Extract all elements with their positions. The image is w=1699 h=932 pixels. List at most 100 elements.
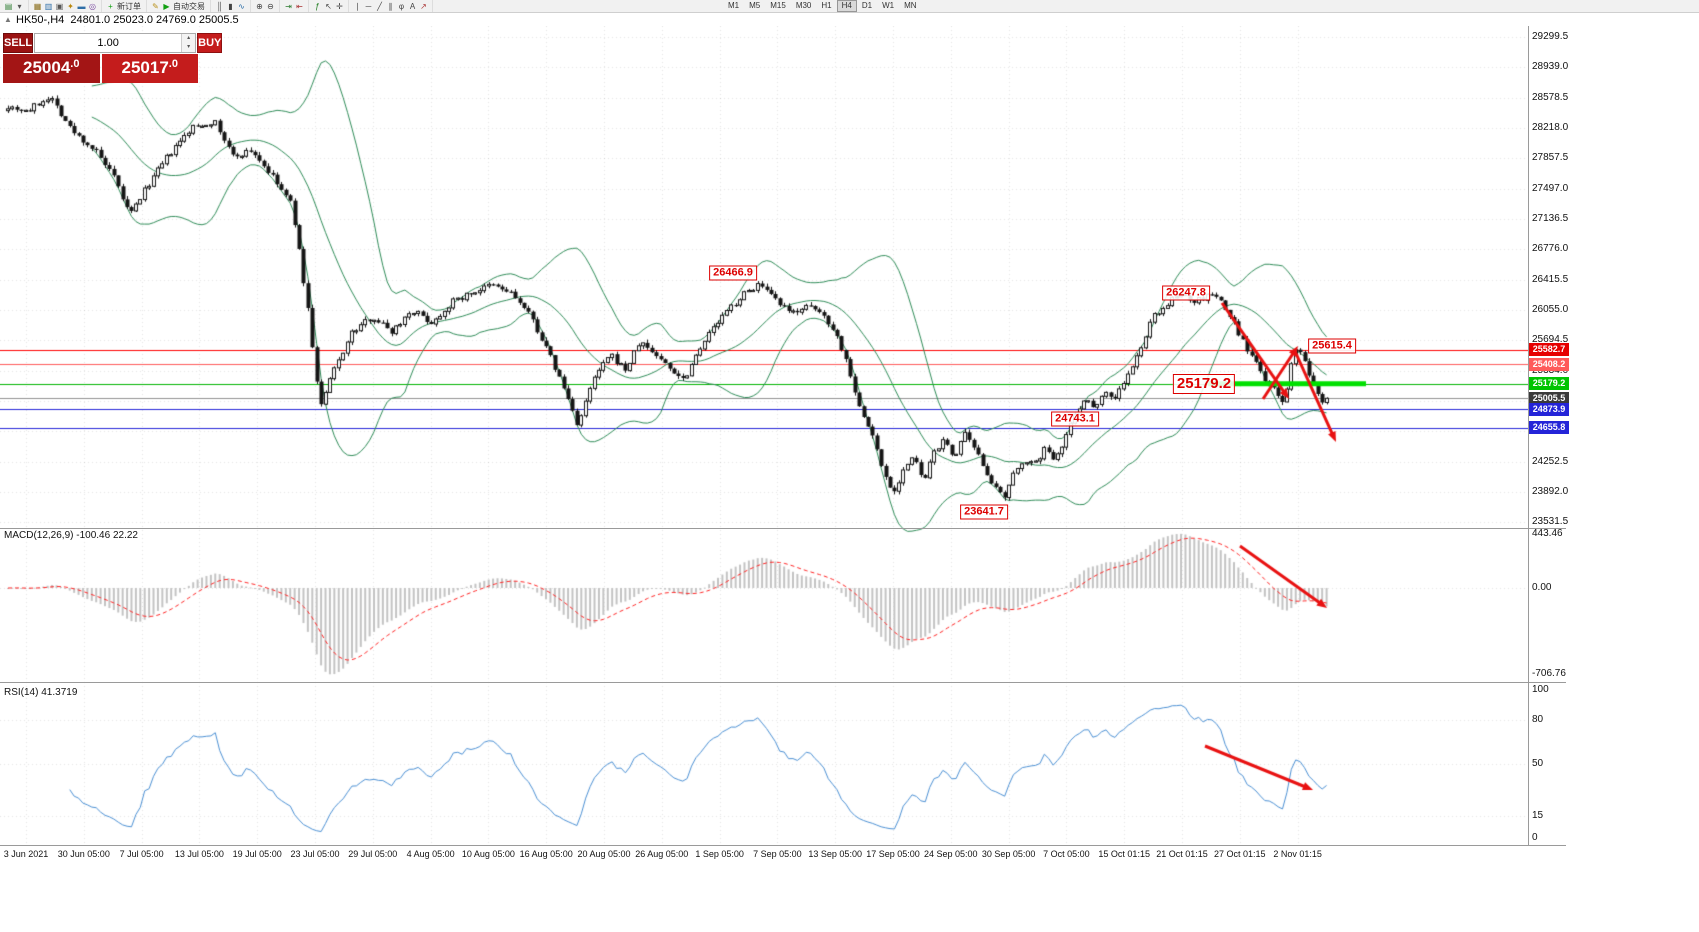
price-annotation[interactable]: 25179.2	[1172, 374, 1236, 394]
text-icon[interactable]: A	[409, 1, 416, 11]
toolbar-group: ▦ ▥ ▣ ✦ ▬ ◎	[29, 0, 102, 12]
new-chart-icon[interactable]: ▤	[4, 1, 13, 11]
price-annotation[interactable]: 25615.4	[1308, 338, 1356, 354]
horizontal-line-icon[interactable]: ─	[365, 1, 372, 11]
price-axis-label: 27136.5	[1532, 213, 1569, 224]
price-axis-label: 26055.0	[1532, 304, 1569, 315]
buy-price-main: 25017	[121, 58, 169, 77]
toolbar-group: ⊕ ⊖	[251, 0, 280, 12]
navigator-icon[interactable]: ✦	[67, 1, 74, 11]
timeframe-h4[interactable]: H4	[836, 0, 857, 12]
timeframe-d1[interactable]: D1	[861, 1, 873, 10]
time-axis-label: 10 Aug 05:00	[461, 849, 515, 859]
zoom-in-icon[interactable]: ⊕	[256, 1, 263, 11]
market-watch-icon[interactable]: ▥	[44, 1, 53, 11]
time-axis-label: 19 Jul 05:00	[232, 849, 282, 859]
price-badge: 25408.2	[1529, 357, 1569, 371]
arrow-tool-icon[interactable]: ↗	[420, 1, 427, 11]
vertical-line-icon[interactable]: ∣	[355, 1, 360, 11]
timeframe-m1[interactable]: M1	[728, 1, 740, 10]
price-badge: 25005.5	[1529, 391, 1569, 405]
volume-up-button[interactable]: ▴	[182, 34, 196, 43]
rsi-axis-label: 80	[1532, 713, 1544, 725]
timeframe-mn[interactable]: MN	[904, 1, 917, 10]
strategy-tester-icon[interactable]: ◎	[89, 1, 96, 11]
time-axis-label: 23 Jul 05:00	[290, 849, 340, 859]
time-axis-label: 7 Jul 05:00	[119, 849, 164, 859]
price-axis-label: 25334.0	[1532, 364, 1569, 376]
autotrading-label[interactable]: 自动交易	[173, 1, 205, 11]
timeframe-w1[interactable]: W1	[882, 1, 895, 10]
macd-panel-separator[interactable]	[0, 528, 1566, 529]
price-annotation[interactable]: 26466.9	[709, 265, 757, 281]
autotrading-icon[interactable]: ▶	[163, 1, 170, 11]
bar-chart-icon[interactable]: ║	[216, 1, 223, 11]
macd-axis-label: 0.00	[1532, 582, 1552, 593]
buy-price-display[interactable]: 25017 .0	[101, 54, 198, 83]
macd-axis-label: -706.76	[1532, 668, 1566, 680]
sell-price-display[interactable]: 25004 .0	[3, 54, 100, 83]
toolbar-group: + 新订单	[102, 0, 147, 12]
profiles-icon[interactable]: ▦	[33, 1, 42, 11]
time-axis-label: 3 Jun 2021	[3, 849, 49, 859]
macd-label: MACD(12,26,9) -100.46 22.22	[4, 530, 138, 541]
price-annotation[interactable]: 24743.1	[1051, 411, 1099, 427]
timeframe-m5[interactable]: M5	[749, 1, 761, 10]
time-axis-label: 21 Oct 01:15	[1156, 849, 1208, 859]
indicators-icon[interactable]: ƒ	[315, 1, 320, 11]
candlestick-icon[interactable]: ▮	[228, 1, 233, 11]
volume-input[interactable]	[35, 34, 182, 52]
zoom-out-icon[interactable]: ⊖	[267, 1, 274, 11]
trendline-icon[interactable]: ╱	[377, 1, 382, 11]
rsi-panel-separator[interactable]	[0, 682, 1566, 683]
metaeditor-icon[interactable]: ✎	[152, 1, 159, 11]
toolbar-group: ∣ ─ ╱ ∥ φ A ↗	[349, 0, 433, 12]
sell-price-main: 25004	[23, 58, 71, 77]
chart-logo-icon: ▲	[4, 15, 12, 24]
line-chart-icon[interactable]: ∿	[238, 1, 245, 11]
cursor-icon[interactable]: ↖	[325, 1, 332, 11]
time-axis-label: 15 Oct 01:15	[1098, 849, 1150, 859]
timeframe-m15[interactable]: M15	[770, 1, 786, 10]
channel-icon[interactable]: ∥	[388, 1, 393, 11]
chart-shift-icon[interactable]: ⇤	[296, 1, 303, 11]
time-axis-label: 20 Aug 05:00	[577, 849, 631, 859]
price-annotation[interactable]: 23641.7	[960, 504, 1008, 520]
price-axis-label: 29299.5	[1532, 31, 1569, 42]
volume-box: ▴ ▾	[34, 33, 197, 53]
toolbar-group: ▤ ▾	[0, 0, 29, 12]
auto-scroll-icon[interactable]: ⇥	[285, 1, 292, 11]
price-badge: 24655.8	[1529, 421, 1569, 435]
crosshair-icon[interactable]: ✛	[336, 1, 343, 11]
rsi-axis-label: 50	[1532, 758, 1544, 769]
data-window-icon[interactable]: ▣	[55, 1, 64, 11]
volume-stepper: ▴ ▾	[181, 34, 196, 52]
rsi-axis-label: 0	[1532, 832, 1538, 843]
timeframe-toolbar: M1 M5 M15 M30 H1 H4 D1 W1 MN	[723, 0, 922, 12]
price-annotation[interactable]: 26247.8	[1162, 285, 1210, 301]
price-axis-label: 27497.0	[1532, 182, 1569, 194]
buy-button[interactable]: BUY	[197, 33, 223, 53]
volume-down-button[interactable]: ▾	[182, 43, 196, 52]
fibonacci-icon[interactable]: φ	[398, 1, 405, 11]
new-order-label[interactable]: 新订单	[117, 1, 141, 11]
rsi-axis-label: 15	[1532, 809, 1544, 821]
price-axis-separator	[1528, 26, 1529, 845]
terminal-icon[interactable]: ▬	[77, 1, 86, 11]
chart-canvas[interactable]	[0, 26, 1528, 845]
chart-list-icon[interactable]: ▾	[17, 1, 22, 11]
timeframe-m30[interactable]: M30	[795, 1, 812, 10]
sell-button[interactable]: SELL	[3, 33, 34, 53]
time-axis-label: 1 Sep 05:00	[695, 849, 744, 859]
top-toolbar: ▤ ▾ ▦ ▥ ▣ ✦ ▬ ◎ + 新订单 ✎ ▶ 自动交易 ║ ▮ ∿ ⊕ ⊖ ⇥ ⇤ ƒ ↖ ✛ ∣ ─ ╱ ∥ φ A ↗ M1 M5…	[0, 0, 1699, 13]
price-axis-label: 24973.5	[1532, 395, 1569, 406]
price-axis-label: 26415.5	[1532, 273, 1569, 285]
new-order-icon[interactable]: +	[108, 1, 113, 11]
toolbar-icon-groups: ▤ ▾ ▦ ▥ ▣ ✦ ▬ ◎ + 新订单 ✎ ▶ 自动交易 ║ ▮ ∿ ⊕ ⊖ ⇥ ⇤ ƒ ↖ ✛ ∣ ─ ╱ ∥ φ A ↗	[0, 0, 433, 12]
timeframe-h1[interactable]: H1	[821, 1, 832, 10]
price-badge: 25582.7	[1529, 343, 1569, 357]
one-click-trading-panel: SELL ▴ ▾ BUY 25004 .0 25017 .0	[3, 33, 223, 83]
time-axis-label: 27 Oct 01:15	[1214, 849, 1266, 859]
price-axis-label: 28578.5	[1532, 91, 1569, 103]
buy-price-decimal: .0	[168, 58, 178, 70]
